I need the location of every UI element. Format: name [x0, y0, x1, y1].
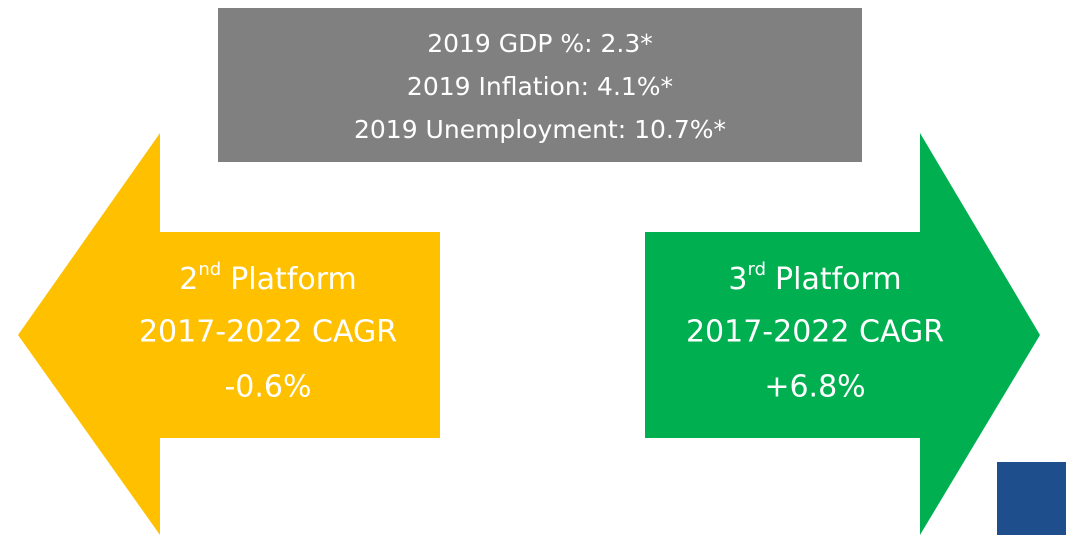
platform-label: Platform — [230, 262, 357, 297]
info-line: 2019 Unemployment: 10.7%* — [354, 115, 726, 144]
ordinal-suffix: nd — [198, 259, 221, 280]
left-arrow — [18, 133, 440, 535]
cagr-value: -0.6% — [224, 370, 311, 405]
info-line: 2019 Inflation: 4.1%* — [407, 72, 673, 101]
period: 2017-2022 CAGR — [686, 315, 944, 350]
info-box — [218, 8, 862, 162]
info-line: 2019 GDP %: 2.3* — [427, 29, 653, 58]
platform-heading: 2nd Platform — [179, 259, 356, 297]
right-arrow — [645, 133, 1040, 535]
platform-heading: 3rd Platform — [728, 259, 901, 297]
corner-square — [997, 462, 1066, 535]
period: 2017-2022 CAGR — [139, 315, 397, 350]
ordinal: 2 — [179, 262, 198, 297]
cagr-value: +6.8% — [764, 370, 865, 405]
ordinal-suffix: rd — [748, 259, 767, 280]
ordinal: 3 — [728, 262, 747, 297]
platform-label: Platform — [775, 262, 902, 297]
